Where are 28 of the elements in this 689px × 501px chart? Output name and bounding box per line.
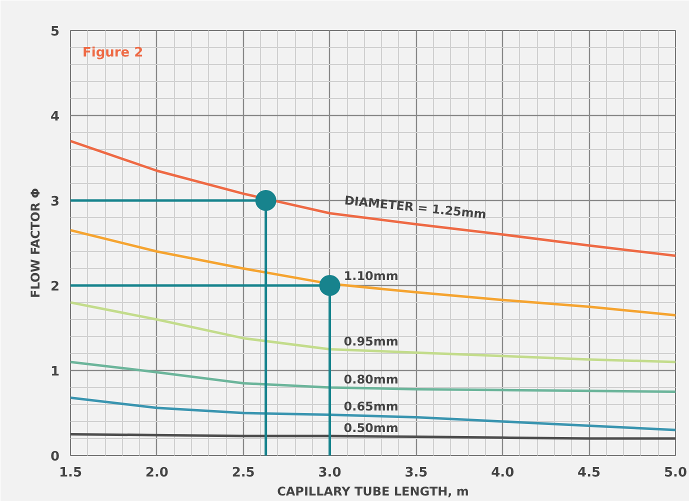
x-tick-label: 2.0 — [145, 466, 168, 480]
x-tick-label: 2.5 — [232, 466, 255, 480]
x-tick-label: 4.5 — [578, 466, 601, 480]
series-label: 0.80mm — [344, 372, 398, 386]
y-tick-label: 2 — [50, 280, 60, 294]
y-tick-label: 0 — [50, 450, 60, 464]
x-tick-label: 3.0 — [318, 466, 342, 480]
line-series — [70, 301, 676, 364]
x-tick-label: 1.5 — [58, 466, 82, 480]
line-series — [70, 396, 676, 432]
line-series — [70, 140, 676, 257]
line-series — [70, 229, 676, 316]
text: DIAMETER = 1.25mm — [344, 193, 487, 222]
series-label: 1.10mm — [344, 268, 398, 283]
series-label: 0.50mm — [344, 420, 398, 435]
y-tick-label: 5 — [50, 24, 60, 40]
y-tick-label: 4 — [50, 110, 60, 124]
y-tick-label: 1 — [50, 364, 60, 380]
x-tick-label: 5.0 — [664, 466, 688, 480]
x-tick-label: 3.5 — [404, 466, 428, 480]
text: Figure 2 — [82, 45, 144, 60]
y-axis-title: FLOW FACTOR Φ — [28, 188, 42, 298]
series-label: 0.95mm — [344, 334, 398, 348]
x-tick-label: 4.0 — [491, 466, 514, 480]
line-series — [70, 360, 676, 393]
y-tick-label: 3 — [50, 194, 60, 210]
series-label: 0.65mm — [344, 400, 398, 414]
x-axis-title: CAPILLARY TUBE LENGTH, m — [277, 484, 469, 498]
